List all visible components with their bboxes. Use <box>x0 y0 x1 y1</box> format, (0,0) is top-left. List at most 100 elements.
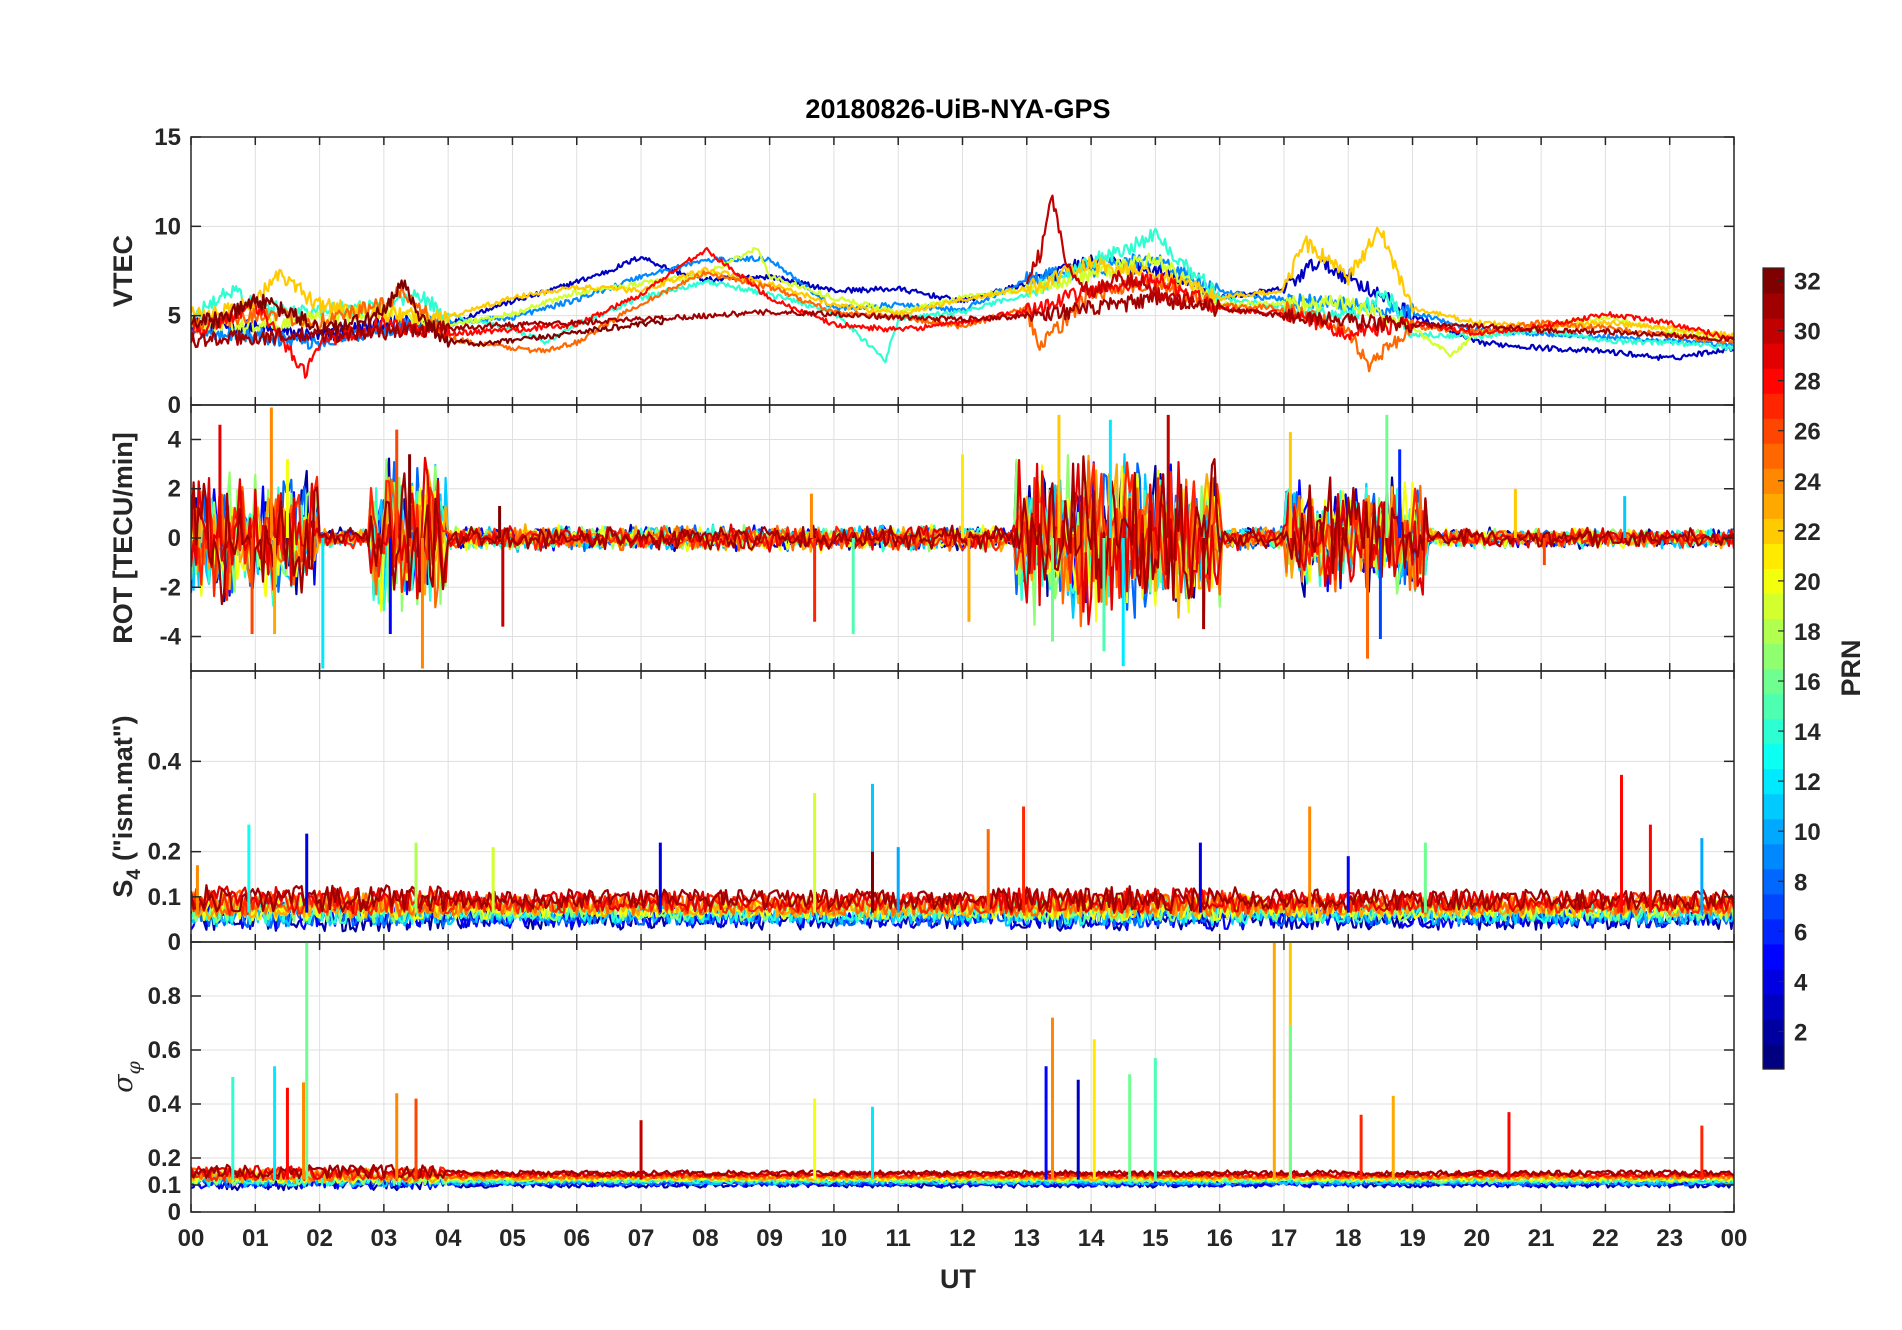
y-tick-label: 0 <box>168 1199 181 1226</box>
x-axis-label: UT <box>940 1264 976 1294</box>
y-tick-label: -4 <box>160 624 182 651</box>
y-tick-label: 0.8 <box>148 983 181 1010</box>
y-axis-label-rest: ("ism.mat") <box>108 715 138 861</box>
colorbar-segment <box>1763 843 1784 870</box>
panel-sigma: 00.10.2 0.4 0.6 0.8 σφ <box>108 941 1735 1226</box>
series-prn-32 <box>191 279 668 348</box>
grid-vtec <box>190 136 1735 406</box>
y-tick-label: 0.2 <box>148 1145 181 1172</box>
colorbar-segment <box>1763 518 1784 544</box>
x-tick-label: 21 <box>1528 1225 1555 1252</box>
colorbar-tick-label: 18 <box>1794 619 1821 646</box>
series-prn-31 <box>191 884 1734 913</box>
colorbar-segment <box>1763 793 1784 820</box>
y-tick-label: 2 <box>168 476 181 503</box>
x-tick-label: 08 <box>692 1225 719 1252</box>
y-tick-label: 0 <box>168 525 181 552</box>
colorbar-tick-label: 20 <box>1794 569 1821 596</box>
colorbar-tick-label: 30 <box>1794 319 1821 346</box>
series-prn-29 <box>191 456 1734 626</box>
colorbar-segment <box>1763 643 1784 670</box>
y-axis-label-sub: φ <box>123 1060 145 1074</box>
colorbar-segment <box>1763 393 1784 419</box>
colorbar-segment <box>1763 768 1784 795</box>
colorbar-segment <box>1763 1043 1784 1070</box>
y-tick-label: 0.4 <box>148 1091 182 1118</box>
y-tick-label: 0 <box>168 392 181 419</box>
x-tick-label: 02 <box>306 1225 333 1252</box>
x-tick-label: 14 <box>1078 1225 1105 1252</box>
series-prn-28 <box>191 247 1734 379</box>
colorbar-tick-label: 6 <box>1794 919 1807 946</box>
series-prn-29 <box>191 885 1734 915</box>
colorbar-segment <box>1763 493 1784 519</box>
colorbar-segment <box>1763 668 1784 695</box>
x-tick-label: 00 <box>1721 1225 1748 1252</box>
traces-sigma <box>191 942 1734 1192</box>
colorbar-tick-label: 16 <box>1794 669 1821 696</box>
series-prn-23 <box>191 891 1734 920</box>
colorbar-segment <box>1763 693 1784 720</box>
y-tick-label: 0 <box>168 929 181 956</box>
colorbar-segment <box>1763 418 1784 444</box>
x-tick-label: 07 <box>628 1225 655 1252</box>
x-tick-label: 13 <box>1013 1225 1040 1252</box>
colorbar-segment <box>1763 543 1784 569</box>
colorbar-tick-label: 12 <box>1794 769 1821 796</box>
x-tick-label: 06 <box>563 1225 590 1252</box>
y-tick-label: 0.1 <box>148 884 181 911</box>
y-tick-label: 0.2 <box>148 839 181 866</box>
y-tick-label: 0.1 <box>148 1172 181 1199</box>
series-prn-31 <box>191 1163 1734 1180</box>
colorbar-segment <box>1763 743 1784 770</box>
x-tick-label: 03 <box>371 1225 398 1252</box>
colorbar-segment <box>1763 318 1784 344</box>
colorbar-segment <box>1763 343 1784 369</box>
colorbar-tick-label: 8 <box>1794 869 1807 896</box>
colorbar-segment <box>1763 943 1784 970</box>
panel-s4: 0 0.1 0.2 0.4 S4 ("ism.mat") <box>108 670 1735 956</box>
colorbar-segment <box>1763 618 1784 645</box>
y-axis-label-s4: S4 ("ism.mat") <box>108 715 145 897</box>
y-axis-label-rot: ROT [TECU/min] <box>108 432 138 643</box>
y-axis-label-sigma: σφ <box>108 1060 145 1092</box>
panel-rot: -4 -2 0 2 4 ROT [TECU/min] <box>108 404 1735 672</box>
panel-vtec: 0 5 10 15 VTEC <box>108 124 1735 419</box>
y-tick-label: 15 <box>154 124 181 151</box>
colorbar-tick-label: 4 <box>1794 969 1808 996</box>
x-tick-label: 10 <box>821 1225 848 1252</box>
colorbar-segment <box>1763 968 1784 995</box>
x-tick-label: 19 <box>1399 1225 1426 1252</box>
series-prn-22 <box>191 226 1734 339</box>
colorbar-tick-label: 24 <box>1794 469 1821 496</box>
x-tick-label: 09 <box>756 1225 783 1252</box>
colorbar-segment <box>1763 818 1784 845</box>
x-tick-label: 11 <box>886 1225 911 1252</box>
traces-vtec <box>191 194 1734 379</box>
colorbar-segment <box>1763 868 1784 895</box>
y-tick-label: 4 <box>168 426 182 453</box>
y-tick-label: 10 <box>154 213 181 240</box>
colorbar-segment <box>1763 568 1784 595</box>
colorbar-tick-label: 2 <box>1794 1019 1807 1046</box>
x-tick-label: 00 <box>178 1225 205 1252</box>
colorbar-frame <box>1762 267 1785 1070</box>
x-tick-label: 05 <box>499 1225 526 1252</box>
colorbar-segment <box>1763 993 1784 1020</box>
y-tick-label: 0.6 <box>148 1037 181 1064</box>
colorbar-tick-label: 28 <box>1794 369 1821 396</box>
y-tick-label: 0.4 <box>148 748 182 775</box>
x-axis-ticks: 00 01 02 03 04 05 06 07 08 09 10 11 12 13 14 15 16 17 18 19… <box>178 1225 1748 1252</box>
x-tick-label: 20 <box>1463 1225 1490 1252</box>
colorbar-segment <box>1763 468 1784 494</box>
x-tick-label: 12 <box>949 1225 976 1252</box>
x-tick-label: 15 <box>1142 1225 1169 1252</box>
colorbar-segment <box>1763 268 1784 294</box>
y-tick-label: -2 <box>160 574 181 601</box>
x-tick-label: 17 <box>1271 1225 1298 1252</box>
colorbar-tick-label: 14 <box>1794 719 1821 746</box>
colorbar-segment <box>1763 443 1784 469</box>
